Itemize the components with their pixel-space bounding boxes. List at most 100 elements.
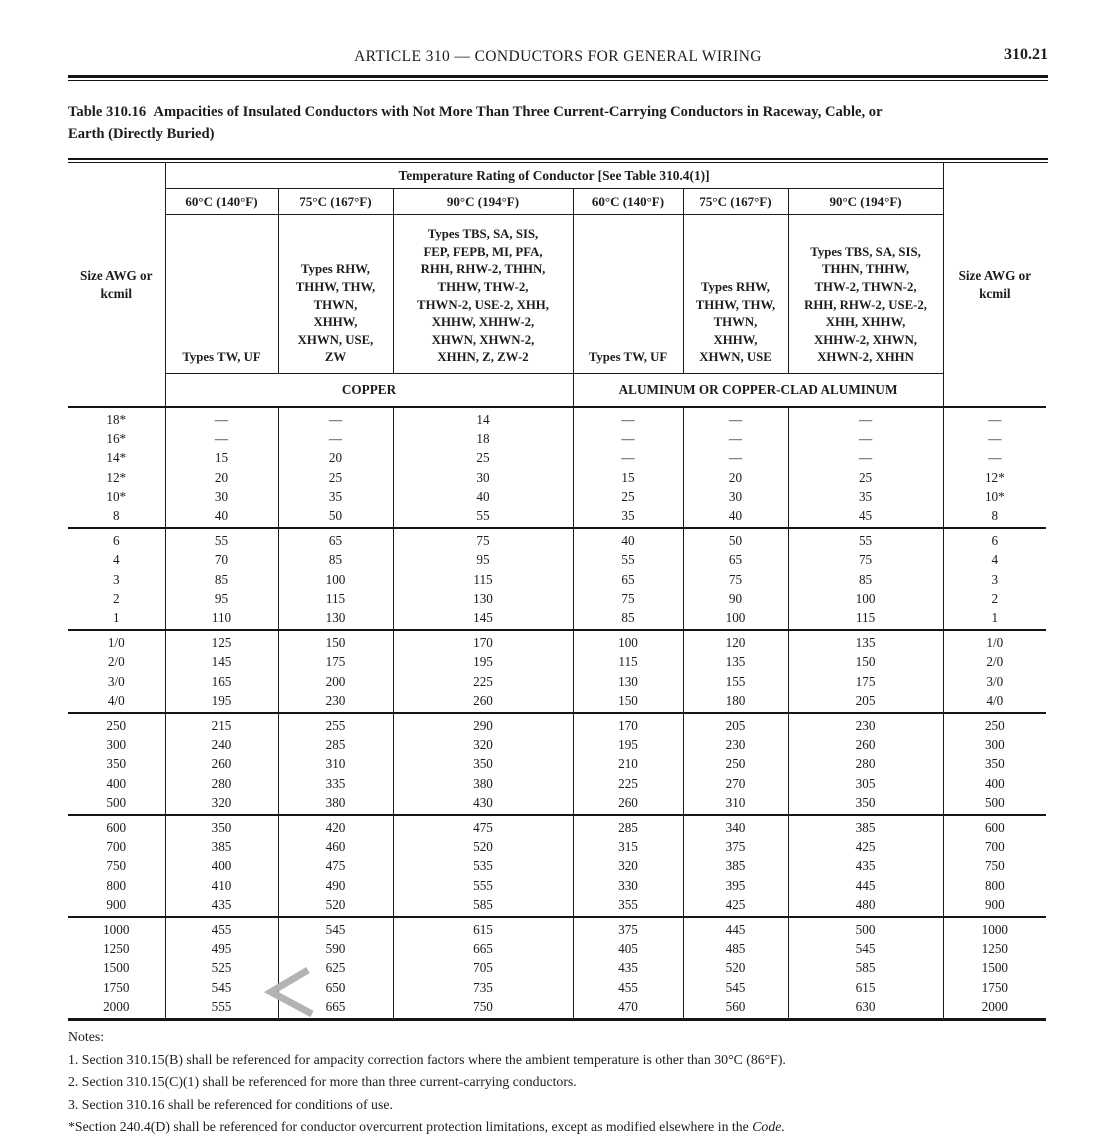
ampacity-cell: 30 bbox=[164, 486, 278, 507]
ampacity-cell: 100 bbox=[682, 608, 788, 631]
ampacity-cell: 385 bbox=[787, 815, 944, 838]
ampacity-cell: 545 bbox=[277, 917, 393, 940]
ampacity-cell: 585 bbox=[787, 958, 944, 978]
size-cell-left: 900 bbox=[106, 896, 127, 912]
temp-header-cu-75: 75°C (167°F) bbox=[277, 188, 393, 215]
ampacity-cell: 130 bbox=[572, 671, 683, 691]
ampacity-cell: — bbox=[164, 407, 278, 430]
ampacity-cell: 520 bbox=[277, 894, 393, 918]
ampacity-cell: 15 bbox=[164, 448, 278, 468]
size-cell-right: 350 bbox=[942, 754, 1047, 774]
ampacity-cell: 350 bbox=[164, 815, 278, 838]
ampacity-cell: 470 bbox=[572, 996, 683, 1020]
table-row: 16* — —18— — — — bbox=[68, 429, 1047, 449]
table-header: Size AWG or kcmil Temperature Rating of … bbox=[68, 163, 1047, 407]
ampacity-cell: 70 bbox=[164, 550, 278, 570]
ampacity-cell: 25 bbox=[392, 448, 573, 468]
ampacity-cell: 545 bbox=[164, 977, 278, 997]
size-cell-right: 10* bbox=[942, 486, 1047, 507]
size-cell-left: 12* bbox=[106, 469, 127, 485]
table-row: 300 240 285 320 195 230 260 300 bbox=[68, 735, 1047, 755]
ampacity-cell: 25 bbox=[572, 486, 683, 507]
temp-header-al-90: 90°C (194°F) bbox=[787, 188, 944, 215]
ampacity-cell: — bbox=[572, 407, 683, 430]
temp-header-cu-60: 60°C (140°F) bbox=[164, 188, 278, 215]
ampacity-cell: 375 bbox=[682, 837, 788, 857]
ampacity-cell: 255 bbox=[277, 713, 393, 736]
table-row: 12* 20 25 30 15 20 25 12* bbox=[68, 467, 1047, 487]
ampacity-cell: 145 bbox=[164, 652, 278, 672]
ampacity-cell: 375 bbox=[572, 917, 683, 940]
size-cell-right: 500 bbox=[942, 792, 1047, 816]
ampacity-cell: 495 bbox=[164, 939, 278, 959]
ampacity-cell: 20 bbox=[682, 467, 788, 487]
ampacity-cell: — bbox=[787, 429, 944, 449]
ampacity-cell: 35 bbox=[277, 486, 393, 507]
size-cell-left: 1 bbox=[112, 610, 120, 626]
table-row: 18* — —14— — — — bbox=[68, 407, 1047, 430]
notes-section: Notes: 1. Section 310.15(B) shall be ref… bbox=[68, 1026, 1048, 1139]
ampacity-cell: 585 bbox=[392, 894, 573, 918]
ampacity-cell: 625 bbox=[277, 958, 393, 978]
table-title-line2: Earth (Directly Buried) bbox=[68, 125, 215, 142]
ampacity-cell: — bbox=[787, 448, 944, 468]
table-row: 14* 15 20 25— — — — bbox=[68, 448, 1047, 468]
ampacity-cell: 260 bbox=[392, 690, 573, 714]
ampacity-cell: 125 bbox=[164, 630, 278, 653]
ampacity-cell: 14 bbox=[392, 407, 573, 430]
ampacity-cell: 305 bbox=[787, 773, 944, 793]
row-group-6-to-1: 6 55 65 75 40 50 55 6 4 70 85 95 55 65 75 4 3 85 100 115 65 7… bbox=[68, 528, 1047, 631]
ampacity-cell: 405 bbox=[572, 939, 683, 959]
material-header-copper: COPPER bbox=[164, 373, 574, 407]
size-cell-right: — bbox=[942, 429, 1047, 449]
ampacity-cell: 425 bbox=[787, 837, 944, 857]
ampacity-cell: 335 bbox=[277, 773, 393, 793]
ampacity-cell: 400 bbox=[164, 856, 278, 876]
ampacity-cell: 195 bbox=[164, 690, 278, 714]
ampacity-cell: 230 bbox=[277, 690, 393, 714]
table-row: 750 400 475 535 320 385 435 750 bbox=[68, 856, 1047, 876]
ampacity-cell: 35 bbox=[572, 506, 683, 529]
ampacity-cell: 560 bbox=[682, 996, 788, 1020]
ampacity-cell: 165 bbox=[164, 671, 278, 691]
ampacity-cell: 280 bbox=[164, 773, 278, 793]
ampacity-cell: 480 bbox=[787, 894, 944, 918]
ampacity-cell: 545 bbox=[787, 939, 944, 959]
table-row: 1750 545 650 735 455 545 615 1750 bbox=[68, 977, 1047, 997]
ampacity-cell: 40 bbox=[164, 506, 278, 529]
size-cell-right: — bbox=[942, 407, 1047, 430]
ampacity-cell: 225 bbox=[392, 671, 573, 691]
ampacity-cell: — bbox=[787, 407, 944, 430]
ampacity-cell: 180 bbox=[682, 690, 788, 714]
ampacity-cell: 195 bbox=[572, 735, 683, 755]
size-cell-left: 6 bbox=[112, 533, 120, 549]
ampacity-cell: 290 bbox=[392, 713, 573, 736]
size-cell-left: 3/0 bbox=[107, 673, 125, 689]
size-cell-right: 2/0 bbox=[942, 652, 1047, 672]
ampacity-cell: 240 bbox=[164, 735, 278, 755]
ampacity-cell: 20 bbox=[164, 467, 278, 487]
size-cell-left: 1000 bbox=[103, 922, 130, 938]
ampacity-cell: — bbox=[682, 429, 788, 449]
table-row: 4 70 85 95 55 65 75 4 bbox=[68, 550, 1047, 570]
ampacity-cell: 40 bbox=[682, 506, 788, 529]
ampacity-cell: 350 bbox=[392, 754, 573, 774]
size-cell-left: 700 bbox=[106, 839, 127, 855]
size-cell-left: 14* bbox=[106, 450, 127, 466]
ampacity-cell: 590 bbox=[277, 939, 393, 959]
ampacity-cell: 525 bbox=[164, 958, 278, 978]
table-row: 1/0 125 150 170 100 120 135 1/0 bbox=[68, 630, 1047, 653]
size-cell-right: 1 bbox=[942, 608, 1047, 631]
ampacity-cell: 310 bbox=[682, 792, 788, 816]
size-cell-left: 250 bbox=[106, 718, 127, 734]
ampacity-cell: 535 bbox=[392, 856, 573, 876]
ampacity-cell: 55 bbox=[787, 528, 944, 551]
table-row: 10* 30 35 40 25 30 35 10* bbox=[68, 486, 1047, 507]
ampacity-cell: 115 bbox=[277, 588, 393, 609]
ampacity-cell: — bbox=[572, 429, 683, 449]
ampacity-cell: 350 bbox=[787, 792, 944, 816]
ampacity-cell: 30 bbox=[392, 467, 573, 487]
size-cell-left: 3 bbox=[112, 571, 120, 587]
types-header-cu-60: Types TW, UF bbox=[164, 214, 278, 374]
size-cell-right: 250 bbox=[942, 713, 1047, 736]
